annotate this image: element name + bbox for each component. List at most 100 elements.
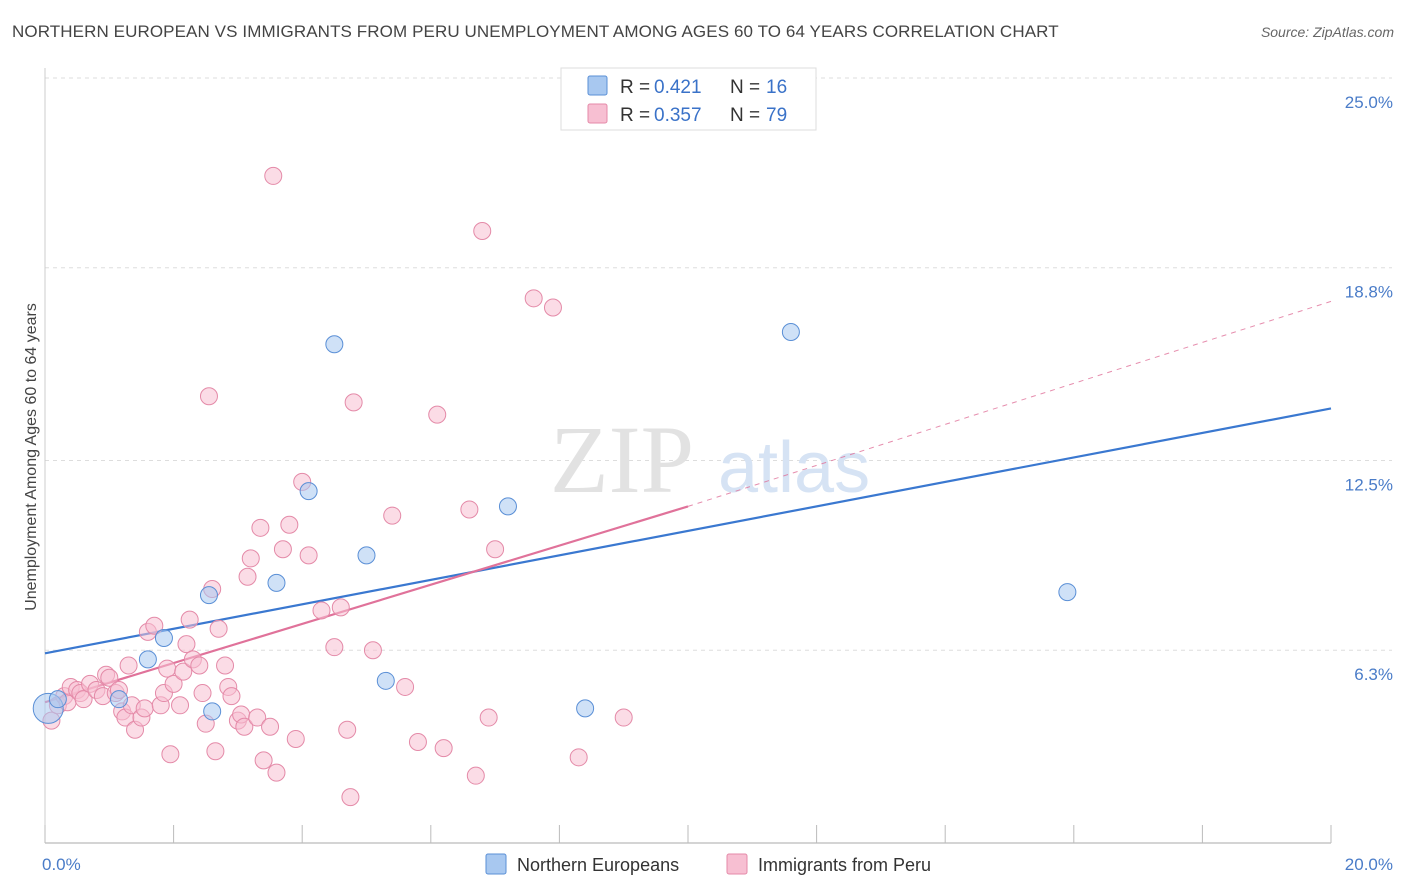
point-peru-23: [145, 616, 164, 635]
point-northern-european-1: [48, 690, 67, 709]
trend-lines: [44, 300, 1332, 704]
point-peru-60: [312, 601, 331, 620]
y-tick-label-3: 6.3%: [1354, 665, 1393, 684]
point-peru-41: [216, 656, 235, 675]
legend-r-label-0: R =: [620, 77, 650, 98]
bottom-legend-label-0: Northern Europeans: [517, 855, 679, 875]
point-peru-12: [100, 668, 119, 687]
point-peru-73: [466, 766, 485, 785]
legend-r-value-1: 0.357: [654, 105, 702, 126]
point-peru-70: [428, 405, 447, 424]
point-peru-30: [174, 662, 193, 681]
point-peru-29: [171, 696, 190, 715]
watermark-zip: ZIP: [550, 406, 694, 513]
point-peru-50: [251, 518, 270, 537]
bottom-legend: Northern Europeans Immigrants from Peru: [485, 853, 931, 875]
point-northern-european-7: [267, 573, 286, 592]
trend-line-dashed-1: [687, 300, 1332, 507]
point-peru-51: [254, 751, 273, 770]
point-peru-57: [286, 729, 305, 748]
point-peru-26: [158, 659, 177, 678]
point-peru-21: [135, 699, 154, 718]
point-peru-31: [177, 635, 196, 654]
point-peru-66: [363, 641, 382, 660]
data-points: [32, 166, 1077, 807]
point-peru-49: [248, 708, 267, 727]
y-axis-label: Unemployment Among Ages 60 to 64 years: [23, 303, 40, 611]
point-northern-european-13: [576, 699, 595, 718]
point-peru-32: [180, 610, 199, 629]
legend-n-value-1: 79: [766, 105, 787, 126]
point-peru-53: [264, 166, 283, 185]
point-peru-59: [299, 546, 318, 565]
bottom-legend-label-1: Immigrants from Peru: [758, 855, 931, 875]
y-tick-label-1: 18.8%: [1345, 283, 1393, 302]
point-peru-28: [164, 674, 183, 693]
y-tick-label-2: 12.5%: [1345, 476, 1393, 495]
point-peru-7: [74, 690, 93, 709]
point-peru-77: [524, 289, 543, 308]
point-northern-european-2: [109, 690, 128, 709]
point-peru-78: [543, 298, 562, 317]
point-peru-69: [408, 733, 427, 752]
point-peru-76: [486, 540, 505, 559]
point-northern-european-11: [376, 671, 395, 690]
point-northern-european-8: [299, 482, 318, 501]
point-peru-80: [614, 708, 633, 727]
point-peru-34: [190, 656, 209, 675]
y-axis-label-group: Unemployment Among Ages 60 to 64 years: [23, 303, 40, 611]
legend: R = 0.421 N = 16 R = 0.357 N = 79: [560, 67, 817, 131]
point-peru-71: [434, 739, 453, 758]
point-peru-75: [479, 708, 498, 727]
trend-line-0: [44, 407, 1332, 655]
y-tick-label-0: 25.0%: [1345, 93, 1393, 112]
point-peru-39: [206, 742, 225, 761]
point-northern-european-14: [781, 322, 800, 341]
point-northern-european-12: [498, 497, 517, 516]
legend-n-value-0: 16: [766, 77, 787, 98]
point-peru-47: [238, 567, 257, 586]
point-peru-56: [280, 515, 299, 534]
watermark: ZIP atlas: [550, 406, 870, 513]
legend-r-label-1: R =: [620, 105, 650, 126]
legend-n-label-0: N =: [730, 77, 760, 98]
point-peru-67: [383, 506, 402, 525]
point-peru-52: [261, 717, 280, 736]
point-northern-european-4: [154, 628, 173, 647]
legend-swatch-1: [587, 103, 608, 124]
point-northern-european-10: [357, 546, 376, 565]
x-tick-label-1: 20.0%: [1345, 855, 1393, 874]
point-peru-43: [222, 687, 241, 706]
point-northern-european-6: [199, 586, 218, 605]
chart-title: NORTHERN EUROPEAN VS IMMIGRANTS FROM PER…: [12, 22, 1059, 41]
point-peru-63: [338, 720, 357, 739]
point-peru-74: [473, 222, 492, 240]
point-peru-68: [396, 677, 415, 696]
watermark-atlas: atlas: [718, 428, 870, 508]
point-northern-european-9: [325, 335, 344, 354]
point-peru-40: [209, 619, 228, 638]
point-peru-54: [267, 763, 286, 782]
legend-swatch-0: [587, 75, 608, 96]
point-peru-46: [235, 717, 254, 736]
bottom-legend-swatch-1: [726, 853, 748, 875]
point-peru-37: [199, 387, 218, 406]
point-peru-17: [119, 656, 138, 675]
point-peru-62: [331, 598, 350, 617]
point-peru-48: [241, 549, 260, 568]
bottom-legend-swatch-0: [485, 853, 507, 875]
point-peru-35: [193, 684, 212, 703]
point-northern-european-15: [1058, 583, 1077, 602]
point-northern-european-3: [138, 650, 157, 669]
legend-n-label-1: N =: [730, 105, 760, 126]
trend-line-1: [44, 505, 689, 704]
tick-labels: 25.0% 18.8% 12.5% 6.3% 0.0% 20.0%: [42, 93, 1393, 874]
source-note: Source: ZipAtlas.com: [1260, 24, 1394, 40]
point-northern-european-5: [203, 702, 222, 721]
point-peru-55: [273, 540, 292, 559]
legend-r-value-0: 0.421: [654, 77, 702, 98]
point-peru-61: [325, 638, 344, 657]
point-peru-72: [460, 500, 479, 519]
point-peru-27: [161, 745, 180, 764]
